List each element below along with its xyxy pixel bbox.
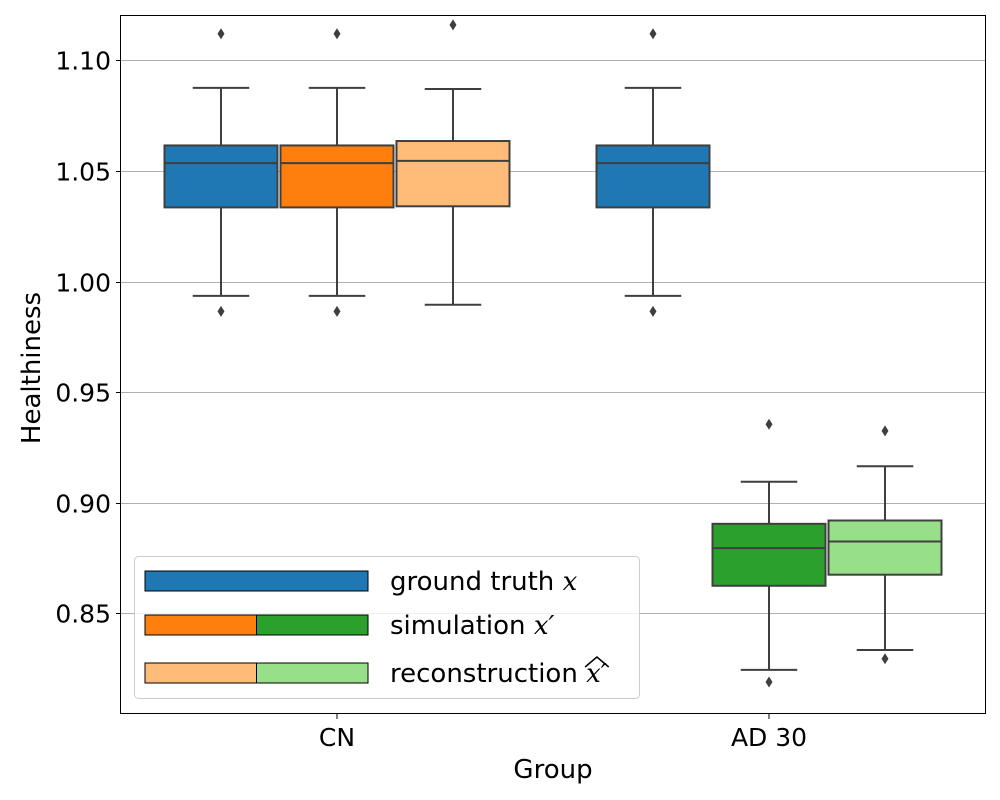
box-series <box>163 19 943 688</box>
box-cn-reconstruction <box>395 19 511 306</box>
legend-swatch-cn <box>144 662 257 684</box>
y-tick-label: 1.00 <box>55 269 111 298</box>
legend-label: reconstruction x′ <box>390 659 607 689</box>
outlier-point <box>333 305 341 317</box>
legend-swatch-ad <box>256 662 369 684</box>
y-tick-label: 1.05 <box>55 158 111 187</box>
legend-label: ground truth x <box>390 567 578 597</box>
box-iqr <box>279 144 395 209</box>
y-tick-label: 1.10 <box>55 47 111 76</box>
hat-accent <box>584 656 610 668</box>
outlier-point <box>765 418 773 430</box>
box-ad-30-ground-truth <box>595 28 711 317</box>
outlier-point <box>881 653 889 665</box>
outlier-point <box>649 28 657 40</box>
x-tick-label: CN <box>319 723 355 752</box>
legend-label: simulation x′ <box>390 611 554 641</box>
plot-area-frame <box>120 15 986 714</box>
y-tick-label: 0.90 <box>55 490 111 519</box>
legend-entry: ground truth x <box>144 567 578 597</box>
y-tick-label: 0.95 <box>55 379 111 408</box>
outlier-point <box>449 19 457 31</box>
outlier-point <box>333 28 341 40</box>
box-iqr <box>711 522 827 587</box>
outlier-point <box>765 676 773 688</box>
legend-swatch-cn <box>144 614 257 636</box>
legend-entry: simulation x′ <box>144 611 554 641</box>
outlier-point <box>217 28 225 40</box>
box-iqr <box>163 144 279 209</box>
legend-swatch <box>144 570 369 592</box>
box-cn-simulation <box>279 28 395 317</box>
x-tick-label: AD 30 <box>731 723 807 752</box>
y-axis-label: Healthiness <box>17 292 47 444</box>
box-iqr <box>395 140 511 208</box>
box-ad-30-simulation <box>711 418 827 688</box>
box-cn-ground-truth <box>163 28 279 317</box>
y-tick-label: 0.85 <box>55 600 111 629</box>
outlier-point <box>217 305 225 317</box>
box-iqr <box>827 519 943 576</box>
box-iqr <box>595 144 711 209</box>
legend-entry: reconstruction x′ <box>144 656 610 689</box>
outlier-point <box>881 425 889 437</box>
x-axis-label: Group <box>513 755 592 785</box>
y-axis-ticks: 1.10 1.05 1.00 0.95 0.90 0.85 <box>55 47 121 629</box>
legend-swatch-ad <box>256 614 369 636</box>
outlier-point <box>649 305 657 317</box>
x-axis-ticks: CN AD 30 <box>319 713 807 752</box>
legend: ground truth x simulation x′ reconstructio… <box>134 556 640 699</box>
box-ad-30-reconstruction <box>827 425 943 665</box>
